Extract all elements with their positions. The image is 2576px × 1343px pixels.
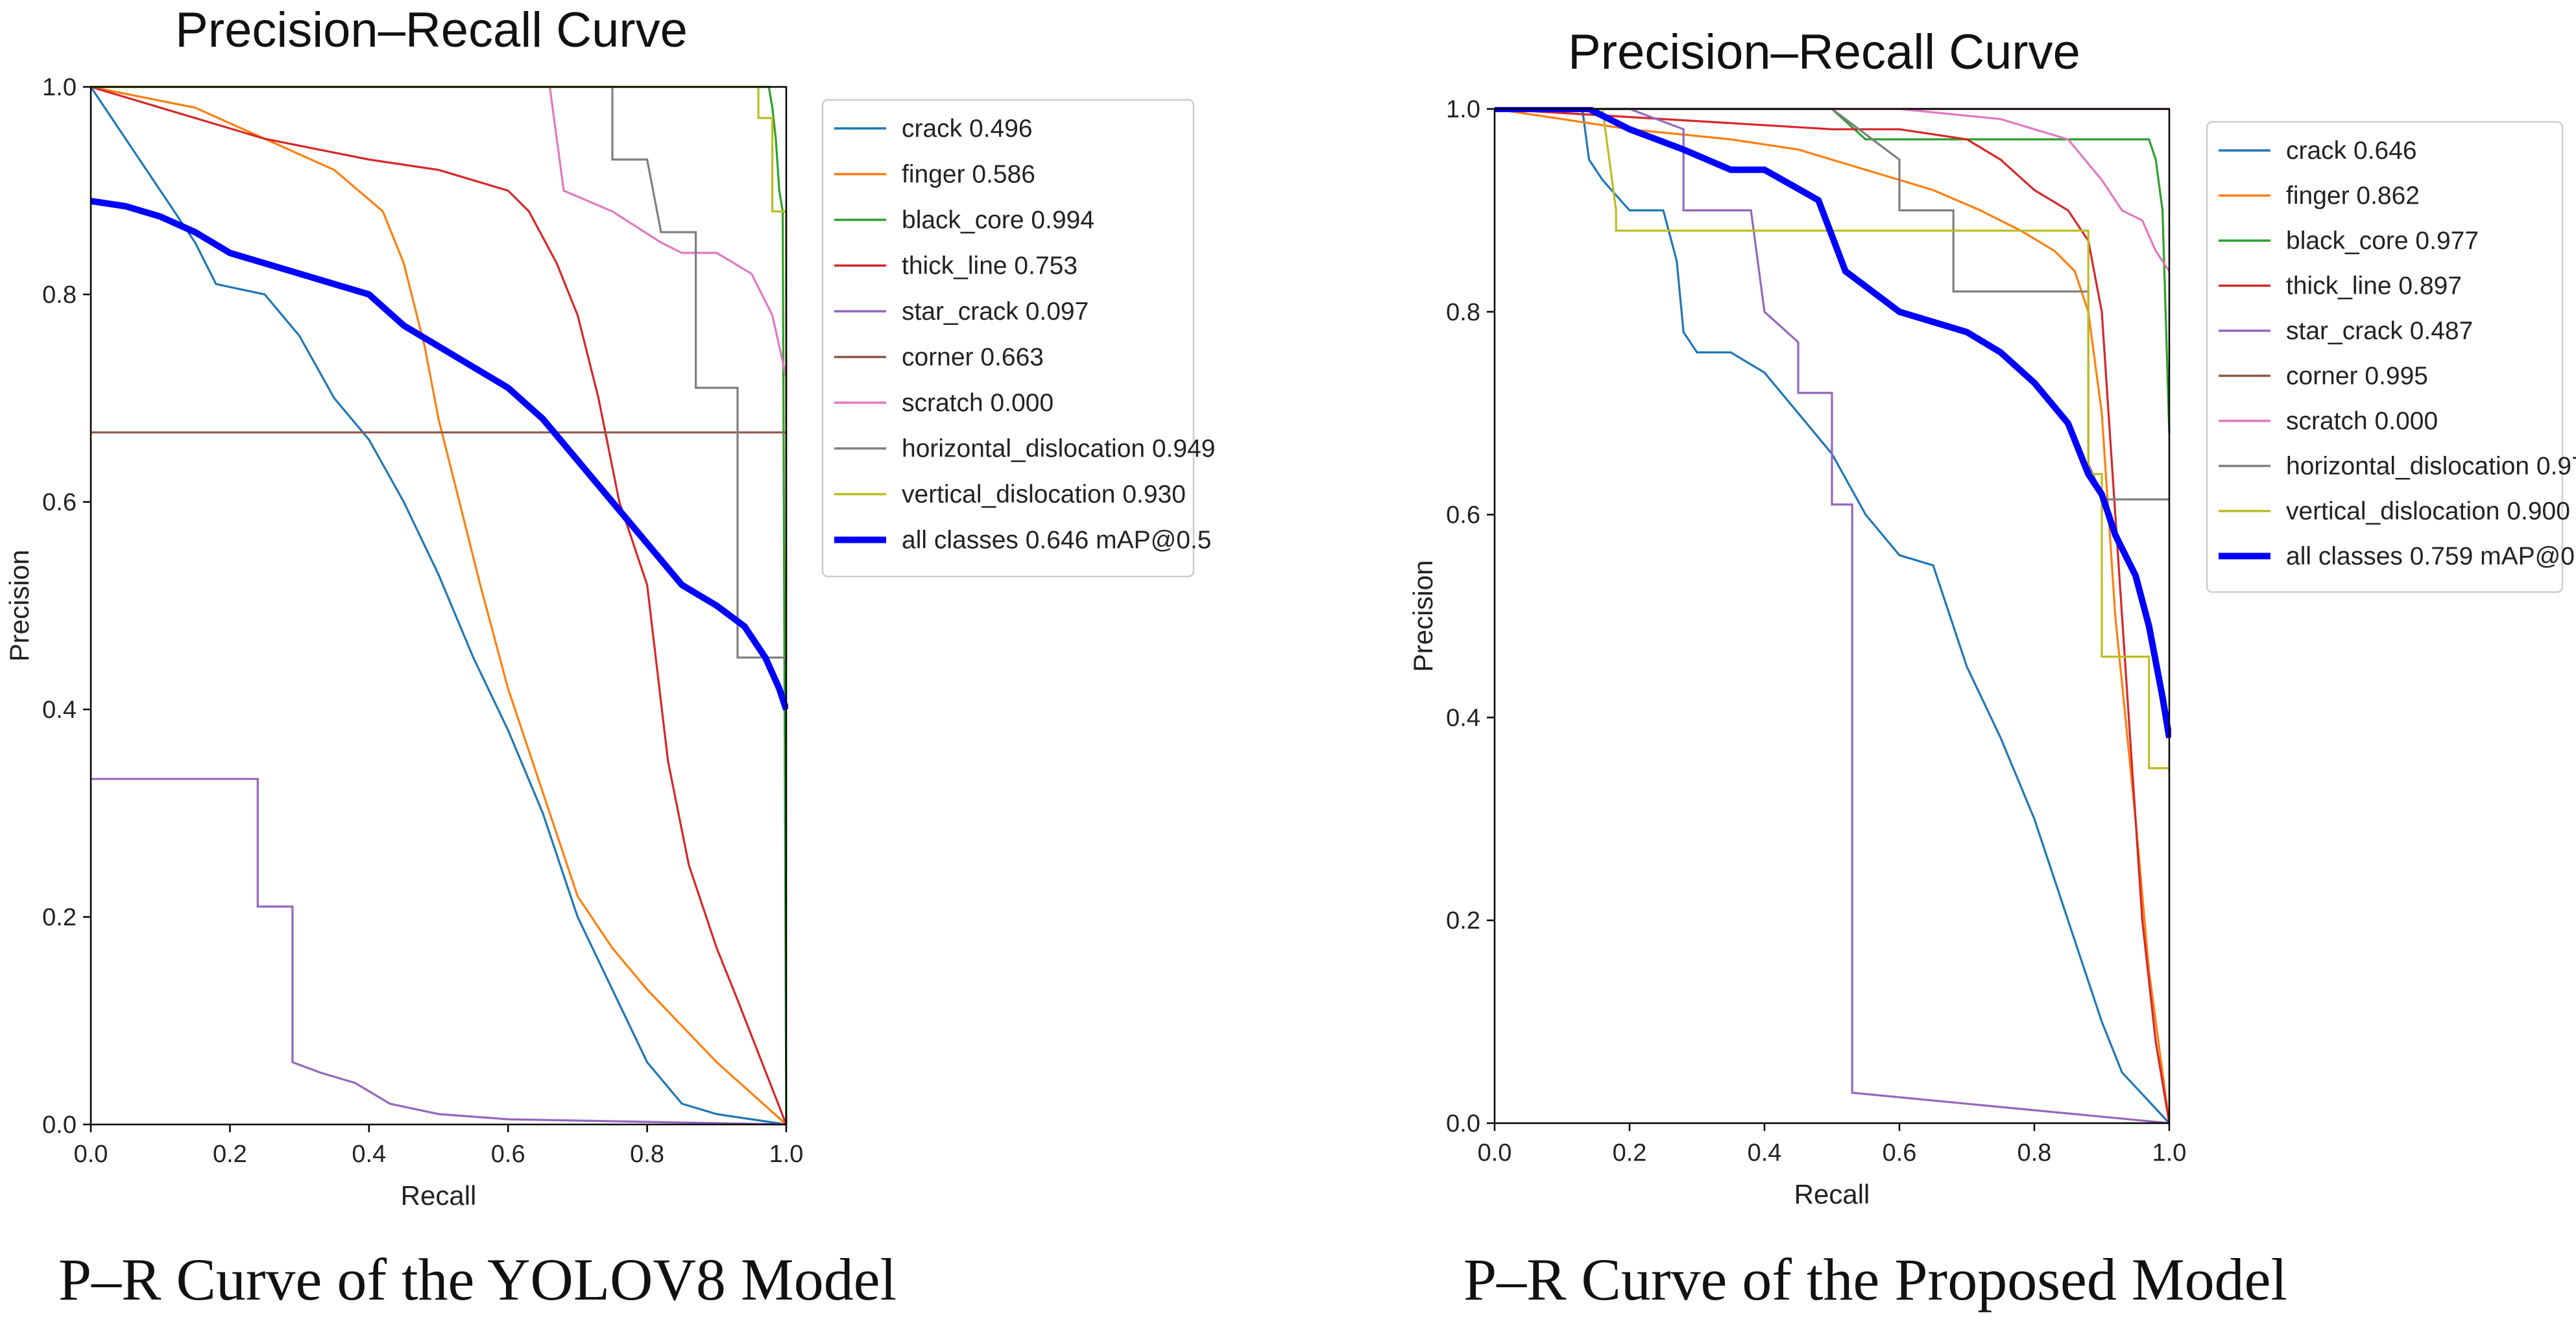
legend-label-vertical-dislocation: vertical_dislocation 0.930 — [902, 481, 1186, 508]
legend-label-horizontal-dislocation: horizontal_dislocation 0.949 — [902, 435, 1216, 463]
legend-box — [2206, 121, 2564, 593]
legend-label-black-core: black_core 0.977 — [2286, 227, 2479, 255]
x-tick-label-5: 1.0 — [2152, 1139, 2187, 1167]
y-tick-label-2: 0.4 — [1446, 704, 1480, 731]
y-tick-label-2: 0.4 — [42, 696, 77, 724]
series-line-crack — [1495, 108, 2171, 1124]
series-line-star-crack — [91, 778, 787, 1126]
series-line-vertical-dislocation — [91, 86, 788, 658]
legend-label-star-crack: star_crack 0.487 — [2286, 317, 2473, 345]
y-tick-label-1: 0.2 — [1446, 907, 1480, 934]
series-line-finger — [90, 86, 788, 1126]
series-line-scratch — [548, 86, 788, 378]
y-tick-label-3: 0.6 — [1446, 502, 1480, 529]
legend-label-finger: finger 0.586 — [902, 161, 1035, 189]
legend-label-horizontal-dislocation: horizontal_dislocation 0.974 — [2286, 453, 2576, 481]
x-tick-label-4: 0.8 — [630, 1141, 664, 1168]
x-tick-label-3: 0.6 — [1883, 1139, 1917, 1167]
plot-frame — [90, 86, 788, 1126]
legend-label-scratch: scratch 0.000 — [2286, 407, 2438, 435]
y-axis-label: Precision — [1408, 560, 1438, 672]
x-tick-label-1: 0.2 — [1613, 1139, 1647, 1167]
series-line-scratch — [1495, 108, 2171, 272]
pr-chart-proposed-panel: Precision–Recall Curve 0.0 0.2 0.4 0.6 0.8 1.0… — [1288, 0, 2576, 1343]
legend-box — [821, 99, 1195, 578]
legend-label-finger: finger 0.862 — [2286, 182, 2420, 210]
series-line-all-classes — [1495, 107, 2171, 739]
x-tick-label-2: 0.4 — [1748, 1139, 1782, 1167]
legend: crack 0.496 finger 0.586 black_core 0.994 t… — [821, 99, 1216, 578]
y-tick-label-4: 0.8 — [42, 281, 77, 309]
y-tick-label-0: 0.0 — [1446, 1110, 1480, 1137]
series-group — [90, 86, 788, 1126]
caption-proposed: P–R Curve of the Proposed Model — [1463, 1246, 2288, 1313]
legend-label-corner: corner 0.995 — [2286, 362, 2428, 390]
y-tick-label-5: 1.0 — [42, 74, 77, 101]
x-tick-label-3: 0.6 — [491, 1141, 525, 1168]
y-tick-label-4: 0.8 — [1446, 299, 1480, 326]
x-tick-label-5: 1.0 — [769, 1141, 804, 1168]
series-line-horizontal-dislocation — [91, 86, 786, 659]
plot-frame — [1493, 108, 2171, 1124]
legend-label-black-core: black_core 0.994 — [902, 206, 1094, 234]
legend-label-scratch: scratch 0.000 — [902, 389, 1053, 417]
y-axis-label: Precision — [4, 550, 34, 662]
legend-label-vertical-dislocation: vertical_dislocation 0.900 — [2286, 497, 2570, 525]
caption-yolov8: P–R Curve of the YOLOV8 Model — [58, 1246, 897, 1313]
pr-chart-yolov8: Precision–Recall Curve 0.0 0.2 0.4 0.6 0.8 1.0… — [4, 3, 1216, 1211]
legend-label-thick-line: thick_line 0.897 — [2286, 272, 2462, 300]
legend-label-crack: crack 0.496 — [902, 115, 1033, 143]
legend-label-corner: corner 0.663 — [902, 344, 1044, 372]
chart-title: Precision–Recall Curve — [175, 3, 688, 58]
x-tick-label-2: 0.4 — [352, 1141, 386, 1168]
series-line-thick-line — [1494, 108, 2171, 1124]
series-line-crack — [90, 86, 787, 1126]
legend-label-all-classes: all classes 0.759 mAP@0.5 — [2286, 543, 2576, 571]
x-tick-label-4: 0.8 — [2017, 1139, 2052, 1167]
legend: crack 0.646 finger 0.862 black_core 0.977 t… — [2206, 121, 2576, 593]
series-group — [1494, 107, 2171, 1124]
y-tick-label-3: 0.6 — [42, 489, 77, 516]
legend-label-thick-line: thick_line 0.753 — [902, 252, 1077, 280]
x-tick-label-0: 0.0 — [74, 1141, 108, 1168]
legend-label-star-crack: star_crack 0.097 — [902, 298, 1089, 326]
y-tick-label-5: 1.0 — [1446, 96, 1480, 123]
series-line-black-core — [1495, 108, 2171, 434]
series-line-thick-line — [90, 86, 788, 1125]
series-line-all-classes — [90, 198, 788, 711]
x-tick-label-0: 0.0 — [1478, 1139, 1512, 1167]
pr-chart-proposed: Precision–Recall Curve 0.0 0.2 0.4 0.6 0.8 1.0… — [1408, 25, 2576, 1209]
y-tick-label-1: 0.2 — [42, 904, 77, 931]
x-tick-label-1: 0.2 — [213, 1141, 247, 1168]
series-line-star-crack — [1495, 108, 2170, 1124]
legend-label-all-classes: all classes 0.646 mAP@0.5 — [902, 527, 1211, 554]
legend-label-crack: crack 0.646 — [2286, 137, 2417, 165]
pr-chart-yolov8-panel: Precision–Recall Curve 0.0 0.2 0.4 0.6 0.8 1.0… — [4, 3, 1216, 1313]
x-axis-label: Recall — [401, 1180, 477, 1211]
series-line-finger — [1494, 108, 2171, 1124]
chart-title: Precision–Recall Curve — [1568, 25, 2080, 80]
x-axis-label: Recall — [1794, 1179, 1870, 1209]
y-tick-label-0: 0.0 — [42, 1111, 77, 1139]
